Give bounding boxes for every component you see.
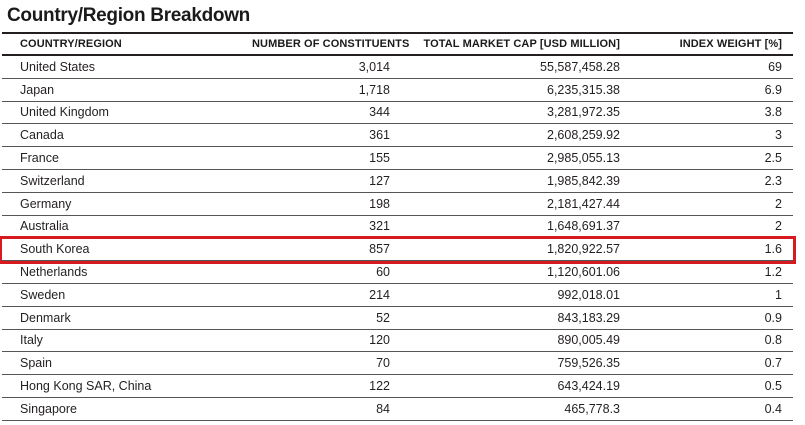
cell-market-cap: 1,120,601.06 — [390, 260, 620, 284]
cell-index-weight: 3 — [620, 123, 793, 148]
table-row: Denmark 52 843,183.29 0.9 — [2, 306, 793, 330]
cell-index-weight: 1.2 — [620, 260, 793, 284]
cell-country: Canada — [2, 123, 252, 148]
table-wrap: COUNTRY/REGION NUMBER OF CONSTITUENTS TO… — [0, 32, 796, 421]
page-title: Country/Region Breakdown — [7, 5, 250, 26]
cell-index-weight: 2 — [620, 192, 793, 216]
cell-country: Singapore — [2, 397, 252, 421]
cell-index-weight: 2.3 — [620, 169, 793, 193]
cell-constituents: 1,718 — [252, 78, 390, 102]
cell-market-cap: 759,526.35 — [390, 351, 620, 376]
header-row: COUNTRY/REGION NUMBER OF CONSTITUENTS TO… — [2, 33, 793, 56]
table-row: South Korea 857 1,820,922.57 1.6 — [2, 237, 793, 262]
cell-market-cap: 843,183.29 — [390, 306, 620, 330]
cell-market-cap: 6,235,315.38 — [390, 78, 620, 102]
cell-market-cap: 643,424.19 — [390, 374, 620, 398]
table-row: Italy 120 890,005.49 0.8 — [2, 329, 793, 353]
cell-constituents: 60 — [252, 260, 390, 284]
cell-country: Hong Kong SAR, China — [2, 374, 252, 398]
table-row: Canada 361 2,608,259.92 3 — [2, 123, 793, 148]
cell-index-weight: 0.9 — [620, 306, 793, 330]
cell-index-weight: 0.8 — [620, 329, 793, 353]
cell-country: Italy — [2, 329, 252, 353]
cell-country: Japan — [2, 78, 252, 102]
table-row: France 155 2,985,055.13 2.5 — [2, 146, 793, 170]
cell-constituents: 214 — [252, 283, 390, 307]
table-row: Switzerland 127 1,985,842.39 2.3 — [2, 169, 793, 193]
cell-index-weight: 0.4 — [620, 397, 793, 421]
cell-index-weight: 2.5 — [620, 146, 793, 170]
cell-constituents: 127 — [252, 169, 390, 193]
cell-constituents: 198 — [252, 192, 390, 216]
cell-market-cap: 3,281,972.35 — [390, 101, 620, 125]
cell-market-cap: 55,587,458.28 — [390, 55, 620, 79]
cell-market-cap: 1,985,842.39 — [390, 169, 620, 193]
cell-market-cap: 465,778.3 — [390, 397, 620, 421]
table-row: Netherlands 60 1,120,601.06 1.2 — [2, 260, 793, 284]
cell-market-cap: 1,648,691.37 — [390, 215, 620, 239]
cell-constituents: 857 — [252, 237, 390, 262]
cell-index-weight: 69 — [620, 55, 793, 79]
table-row: Australia 321 1,648,691.37 2 — [2, 215, 793, 239]
cell-constituents: 344 — [252, 101, 390, 125]
cell-country: United Kingdom — [2, 101, 252, 125]
cell-country: Sweden — [2, 283, 252, 307]
cell-country: Germany — [2, 192, 252, 216]
cell-country: Denmark — [2, 306, 252, 330]
table-row: United Kingdom 344 3,281,972.35 3.8 — [2, 101, 793, 125]
cell-index-weight: 1.6 — [620, 237, 793, 262]
table-row: Singapore 84 465,778.3 0.4 — [2, 397, 793, 421]
cell-index-weight: 2 — [620, 215, 793, 239]
cell-country: Switzerland — [2, 169, 252, 193]
column-header-market-cap: TOTAL MARKET CAP [USD MILLION] — [390, 33, 620, 56]
cell-country: France — [2, 146, 252, 170]
table-body: United States 3,014 55,587,458.28 69 Japan 1,… — [2, 55, 793, 421]
column-header-index-weight: INDEX WEIGHT [%] — [620, 33, 793, 56]
table-row: Japan 1,718 6,235,315.38 6.9 — [2, 78, 793, 102]
column-header-country: COUNTRY/REGION — [2, 33, 252, 56]
cell-market-cap: 890,005.49 — [390, 329, 620, 353]
table-row: Spain 70 759,526.35 0.7 — [2, 351, 793, 376]
cell-index-weight: 6.9 — [620, 78, 793, 102]
cell-constituents: 52 — [252, 306, 390, 330]
cell-constituents: 122 — [252, 374, 390, 398]
cell-country: South Korea — [2, 237, 252, 262]
cell-constituents: 120 — [252, 329, 390, 353]
cell-index-weight: 1 — [620, 283, 793, 307]
cell-market-cap: 2,181,427.44 — [390, 192, 620, 216]
cell-index-weight: 3.8 — [620, 101, 793, 125]
cell-market-cap: 992,018.01 — [390, 283, 620, 307]
cell-constituents: 70 — [252, 351, 390, 376]
cell-constituents: 84 — [252, 397, 390, 421]
cell-constituents: 321 — [252, 215, 390, 239]
cell-constituents: 3,014 — [252, 55, 390, 79]
cell-constituents: 155 — [252, 146, 390, 170]
table-header: COUNTRY/REGION NUMBER OF CONSTITUENTS TO… — [2, 33, 793, 56]
cell-index-weight: 0.7 — [620, 351, 793, 376]
cell-country: Australia — [2, 215, 252, 239]
cell-constituents: 361 — [252, 123, 390, 148]
cell-country: Netherlands — [2, 260, 252, 284]
table-row: Sweden 214 992,018.01 1 — [2, 283, 793, 307]
column-header-constituents: NUMBER OF CONSTITUENTS — [252, 33, 409, 56]
cell-country: Spain — [2, 351, 252, 376]
table-row: Germany 198 2,181,427.44 2 — [2, 192, 793, 216]
cell-market-cap: 1,820,922.57 — [390, 237, 620, 262]
table-row: Hong Kong SAR, China 122 643,424.19 0.5 — [2, 374, 793, 398]
table-row: United States 3,014 55,587,458.28 69 — [2, 55, 793, 79]
cell-market-cap: 2,608,259.92 — [390, 123, 620, 148]
cell-index-weight: 0.5 — [620, 374, 793, 398]
cell-market-cap: 2,985,055.13 — [390, 146, 620, 170]
cell-country: United States — [2, 55, 252, 79]
country-breakdown-table: COUNTRY/REGION NUMBER OF CONSTITUENTS TO… — [2, 32, 793, 421]
